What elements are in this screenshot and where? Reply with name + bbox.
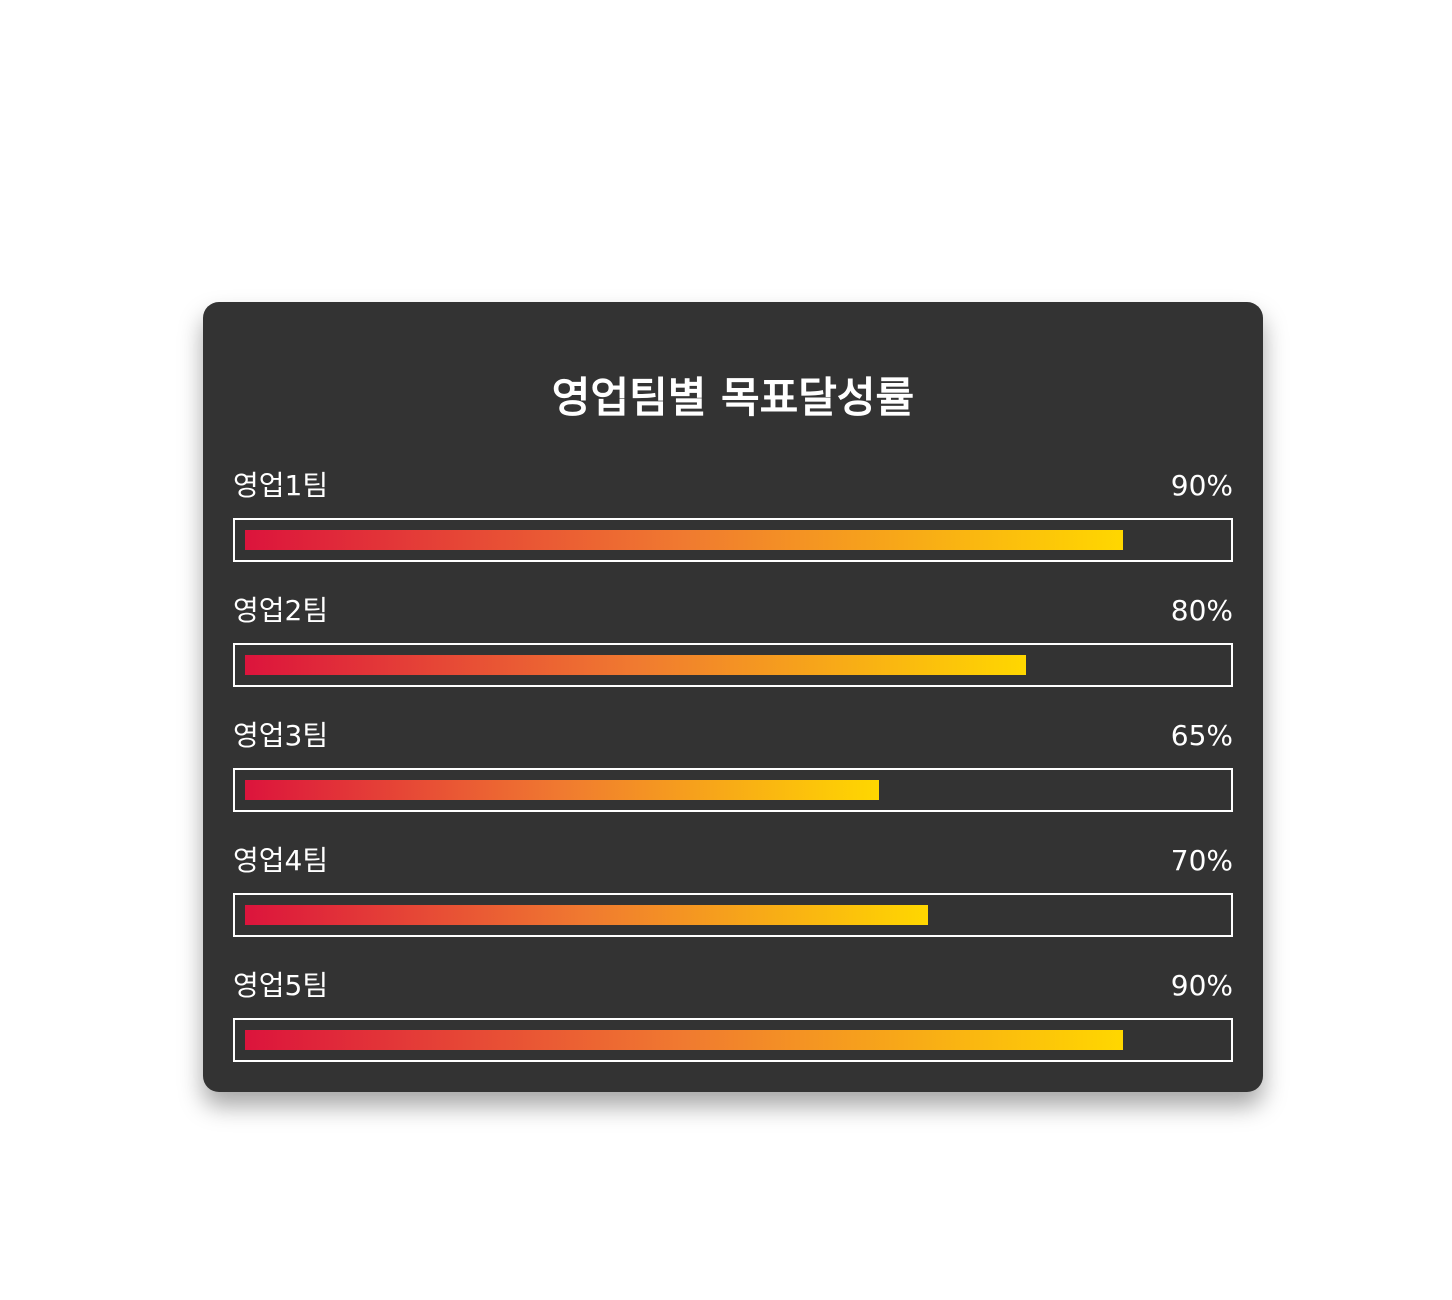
progress-bar-fill bbox=[245, 780, 879, 800]
chart-title: 영업팀별 목표달성률 bbox=[551, 373, 915, 422]
progress-row-team-5: 영업5팀 90% bbox=[233, 962, 1233, 1087]
progress-track bbox=[233, 643, 1233, 687]
progress-bar-fill bbox=[245, 1030, 1123, 1050]
team-label: 영업3팀 bbox=[233, 719, 329, 752]
team-label: 영업4팀 bbox=[233, 844, 329, 877]
team-label: 영업1팀 bbox=[233, 469, 329, 502]
chart-card: 영업팀별 목표달성률 영업1팀 90% 영업2팀 80% 영업3팀 65% bbox=[203, 302, 1263, 1092]
progress-track bbox=[233, 1018, 1233, 1062]
percent-label: 90% bbox=[1170, 969, 1233, 1002]
row-header: 영업4팀 70% bbox=[233, 837, 1233, 887]
row-header: 영업1팀 90% bbox=[233, 462, 1233, 512]
team-label: 영업2팀 bbox=[233, 594, 329, 627]
progress-track bbox=[233, 768, 1233, 812]
progress-track bbox=[233, 893, 1233, 937]
percent-label: 70% bbox=[1170, 844, 1233, 877]
progress-list: 영업1팀 90% 영업2팀 80% 영업3팀 65% bbox=[233, 462, 1233, 1087]
percent-label: 90% bbox=[1170, 469, 1233, 502]
row-header: 영업2팀 80% bbox=[233, 587, 1233, 637]
progress-bar-fill bbox=[245, 905, 928, 925]
team-label: 영업5팀 bbox=[233, 969, 329, 1002]
percent-label: 80% bbox=[1170, 594, 1233, 627]
progress-bar-fill bbox=[245, 655, 1026, 675]
progress-bar-fill bbox=[245, 530, 1123, 550]
percent-label: 65% bbox=[1170, 719, 1233, 752]
progress-row-team-2: 영업2팀 80% bbox=[233, 587, 1233, 712]
progress-row-team-1: 영업1팀 90% bbox=[233, 462, 1233, 587]
progress-track bbox=[233, 518, 1233, 562]
row-header: 영업3팀 65% bbox=[233, 712, 1233, 762]
progress-row-team-4: 영업4팀 70% bbox=[233, 837, 1233, 962]
progress-row-team-3: 영업3팀 65% bbox=[233, 712, 1233, 837]
row-header: 영업5팀 90% bbox=[233, 962, 1233, 1012]
